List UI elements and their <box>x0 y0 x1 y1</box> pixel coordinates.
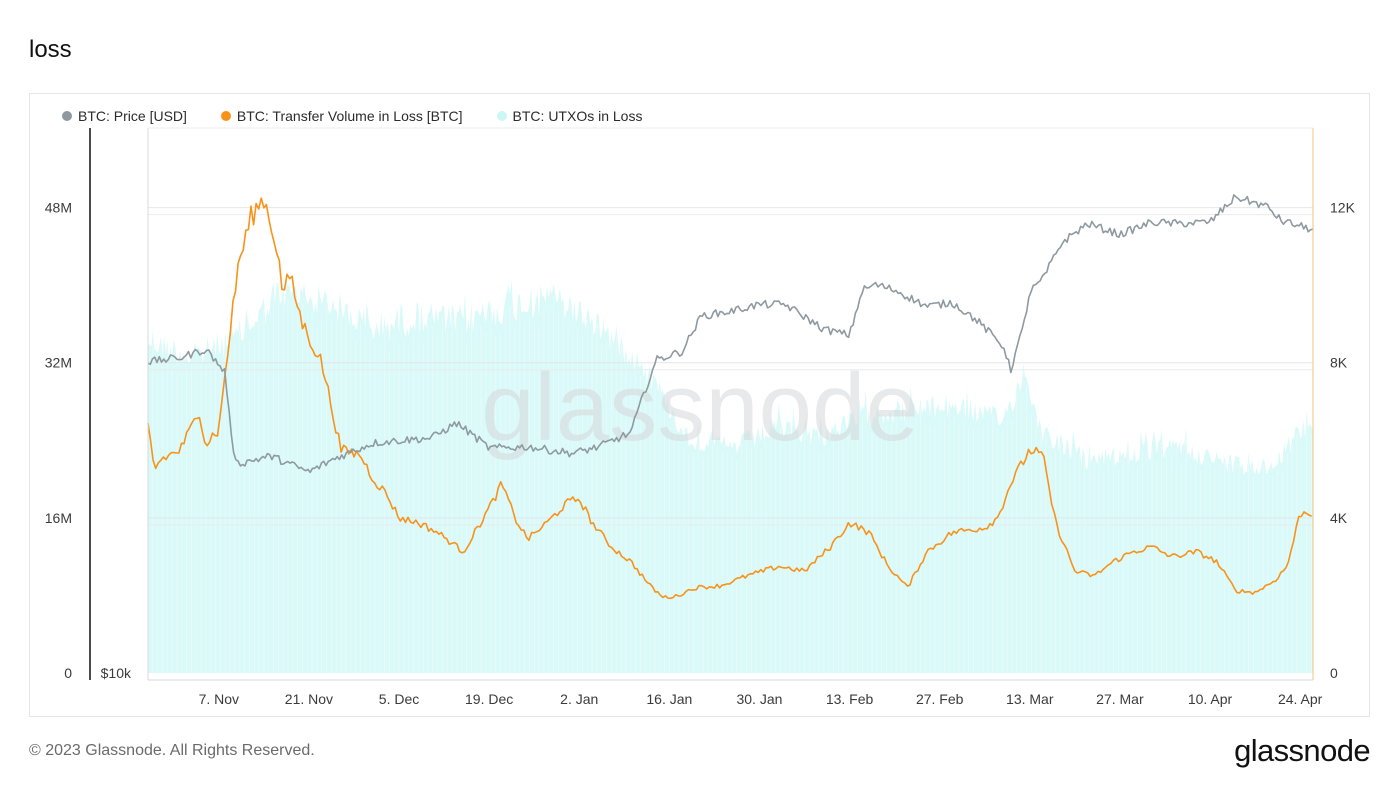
footer-copyright: © 2023 Glassnode. All Rights Reserved. <box>29 742 315 759</box>
x-axis-tick-label: 13. Feb <box>826 691 874 707</box>
left-axis-tick-label: 48M <box>45 200 72 216</box>
legend-volume-dot-icon <box>220 111 231 121</box>
price-axis-tick-label: $10k <box>101 665 132 681</box>
series-transfer-volume-line[interactable] <box>147 197 1313 600</box>
x-axis-tick-label: 24. Apr <box>1278 691 1323 707</box>
x-axis-tick-label: 27. Feb <box>916 691 964 707</box>
x-axis-tick-label: 5. Dec <box>379 691 419 707</box>
watermark-logo: glassnode <box>481 354 919 461</box>
x-axis-tick-label: 19. Dec <box>465 691 513 707</box>
legend-price-label: BTC: Price [USD] <box>78 108 187 124</box>
right-axis-tick-label: 0 <box>1330 665 1338 681</box>
legend-item-transfer-volume[interactable]: BTC: Transfer Volume in Loss [BTC] <box>220 108 463 124</box>
right-axis-tick-label: 4K <box>1330 510 1348 526</box>
page-title: loss <box>29 36 72 63</box>
chart-legend: BTC: Price [USD] BTC: Transfer Volume in… <box>62 106 676 126</box>
legend-utxos-dot-icon <box>496 111 507 121</box>
x-axis-tick-label: 21. Nov <box>285 691 333 707</box>
x-axis-tick-label: 16. Jan <box>646 691 692 707</box>
legend-price-dot-icon <box>62 111 72 121</box>
x-axis-tick-label: 27. Mar <box>1096 691 1144 707</box>
right-axis-tick-label: 12K <box>1330 200 1356 216</box>
x-axis-tick-label: 7. Nov <box>199 691 239 707</box>
left-axis-tick-label: 0 <box>64 665 72 681</box>
legend-utxos-label: BTC: UTXOs in Loss <box>512 108 643 124</box>
legend-item-utxos[interactable]: BTC: UTXOs in Loss <box>496 108 643 124</box>
x-axis-tick-label: 30. Jan <box>736 691 782 707</box>
series-price-line[interactable] <box>147 194 1313 474</box>
glassnode-logo[interactable]: glassnode <box>1234 733 1371 768</box>
right-axis-tick-label: 8K <box>1330 355 1348 371</box>
left-axis-tick-label: 16M <box>45 510 72 526</box>
x-axis-tick-label: 2. Jan <box>560 691 598 707</box>
legend-volume-label: BTC: Transfer Volume in Loss [BTC] <box>236 108 463 124</box>
legend-item-price[interactable]: BTC: Price [USD] <box>62 108 187 124</box>
x-axis-tick-label: 13. Mar <box>1006 691 1054 707</box>
x-axis-tick-label: 10. Apr <box>1188 691 1233 707</box>
left-axis-tick-label: 32M <box>45 355 72 371</box>
